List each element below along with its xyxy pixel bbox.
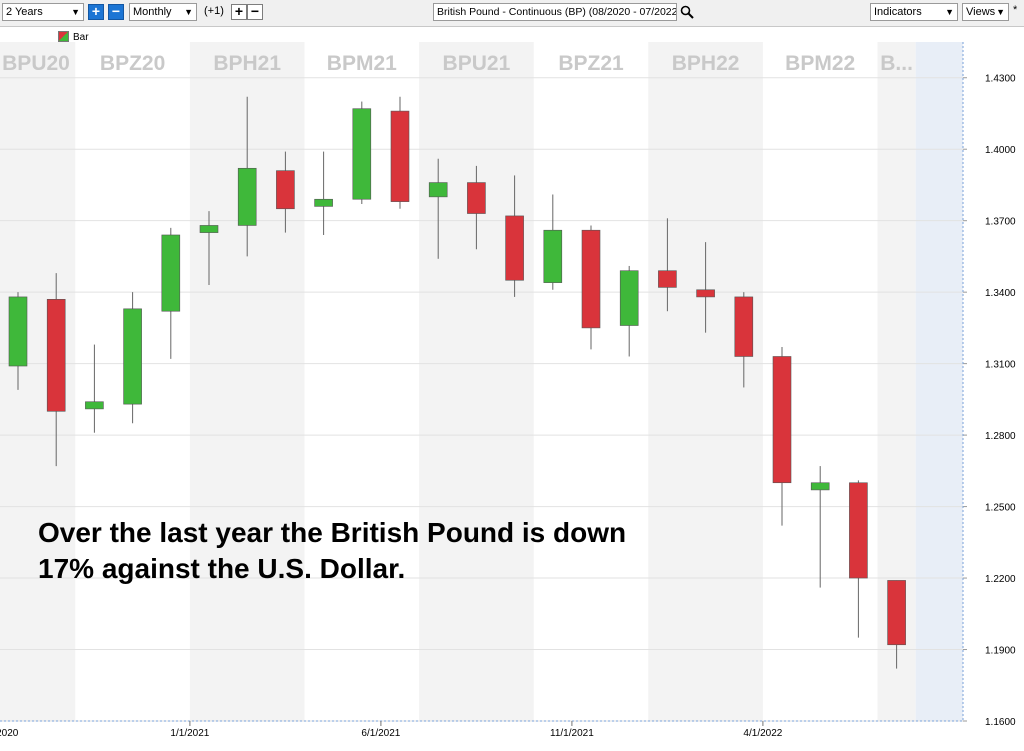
candle-down — [581, 229, 601, 329]
candle-up — [352, 108, 372, 200]
y-tick-label: 1.3400 — [985, 288, 1016, 299]
x-tick-label: 6/1/2021 — [361, 728, 400, 739]
contract-label: BPM21 — [327, 52, 397, 75]
x-tick-label: 4/1/2022 — [743, 728, 782, 739]
annotation-line-2: 17% against the U.S. Dollar. — [38, 553, 406, 584]
y-tick-label: 1.2800 — [985, 431, 1016, 442]
contract-label: BPM22 — [785, 52, 855, 75]
contract-label: BPH22 — [672, 52, 740, 75]
favorite-star[interactable]: * — [1013, 4, 1018, 16]
candle-down — [734, 296, 754, 357]
y-tick-label: 1.2500 — [985, 503, 1016, 514]
views-label: Views — [966, 6, 996, 18]
views-select[interactable]: Views ▼ — [962, 3, 1009, 21]
candle-up — [237, 167, 257, 226]
y-tick-label: 1.3100 — [985, 360, 1016, 371]
candle-up — [123, 308, 142, 405]
candle-down — [276, 170, 295, 210]
candle-up — [428, 182, 448, 198]
chevron-down-icon: ▼ — [996, 7, 1005, 17]
candle-down — [505, 215, 524, 281]
candle-down — [887, 580, 906, 646]
chevron-down-icon: ▼ — [184, 7, 193, 17]
candle-down — [467, 182, 486, 214]
zoom-in-button[interactable]: + — [88, 4, 104, 20]
chart-legend: Bar — [58, 31, 89, 43]
candle-down — [390, 110, 410, 202]
candle-up — [619, 270, 639, 326]
candle-down — [849, 482, 868, 579]
candle-down — [658, 270, 677, 288]
interval-select[interactable]: Monthly ▼ — [129, 3, 197, 21]
contract-band — [419, 42, 534, 721]
x-tick-label: 8/1/2020 — [0, 728, 19, 739]
legend-label: Bar — [73, 32, 89, 43]
future-area — [915, 42, 963, 721]
candle-down — [772, 356, 792, 484]
symbol-input[interactable]: British Pound - Continuous (BP) (08/2020… — [433, 3, 677, 21]
y-tick-label: 1.1600 — [985, 717, 1016, 728]
y-tick-label: 1.3700 — [985, 217, 1016, 228]
chevron-down-icon: ▼ — [71, 7, 80, 17]
period-value: 2 Years — [6, 6, 43, 18]
bar-legend-swatch — [58, 31, 69, 42]
contract-label: BPZ21 — [558, 52, 624, 75]
contract-label: BPU20 — [2, 52, 70, 75]
candle-up — [543, 229, 563, 283]
contract-band — [648, 42, 763, 721]
y-tick-label: 1.1900 — [985, 646, 1016, 657]
chevron-down-icon: ▼ — [945, 7, 954, 17]
indicators-select[interactable]: Indicators ▼ — [870, 3, 958, 21]
candle-up — [810, 482, 830, 491]
candle-up — [8, 296, 28, 367]
candle-up — [161, 234, 181, 312]
contract-label: BPH21 — [213, 52, 281, 75]
indicators-label: Indicators — [874, 6, 922, 18]
x-tick-label: 11/1/2021 — [550, 728, 594, 739]
contract-label: BPZ20 — [100, 52, 165, 75]
contract-label: BPU21 — [443, 52, 511, 75]
contract-label: B... — [880, 52, 913, 75]
offset-minus-button[interactable]: − — [247, 4, 263, 20]
chart-toolbar: 2 Years ▼ + − Monthly ▼ (+1) + − British P… — [0, 0, 1024, 27]
search-icon[interactable] — [680, 5, 694, 19]
annotation-line-1: Over the last year the British Pound is … — [38, 517, 627, 548]
candlestick-chart: BPU20 BPZ20 BPH21 BPM21 BPU21 BPZ21 BPH22 BPM22… — [0, 42, 1016, 739]
offset-label: (+1) — [204, 5, 224, 17]
interval-value: Monthly — [133, 6, 172, 18]
period-select[interactable]: 2 Years ▼ — [2, 3, 84, 21]
offset-plus-button[interactable]: + — [231, 4, 247, 20]
zoom-out-button[interactable]: − — [108, 4, 124, 20]
candle-down — [696, 289, 715, 298]
y-tick-label: 1.4300 — [985, 74, 1016, 85]
x-tick-label: 1/1/2021 — [170, 728, 209, 739]
candle-up — [85, 401, 104, 410]
candle-up — [314, 198, 333, 207]
chart-annotation: Over the last year the British Pound is … — [38, 515, 798, 587]
y-tick-label: 1.4000 — [985, 145, 1016, 156]
candle-down — [46, 299, 66, 412]
candle-up — [199, 225, 219, 233]
y-tick-label: 1.2200 — [985, 574, 1016, 585]
